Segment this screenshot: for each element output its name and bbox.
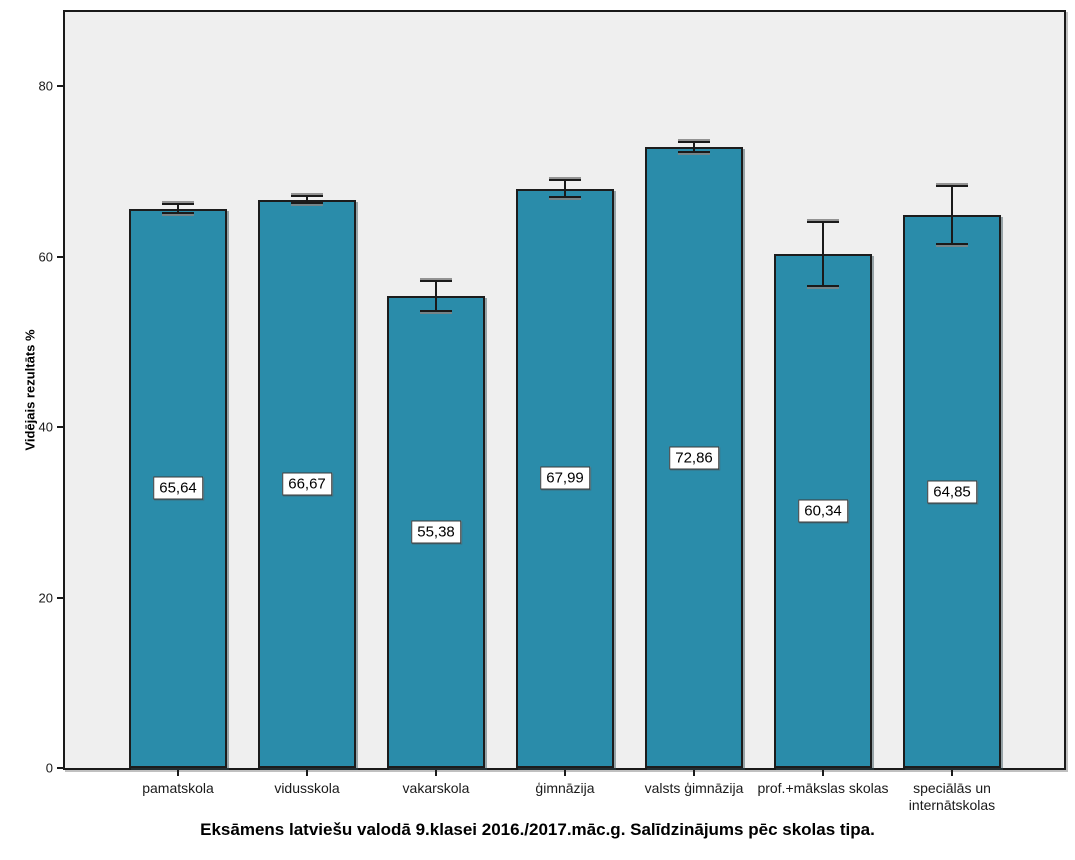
y-axis-tick [57, 255, 65, 258]
category-label-pamatskola: pamatskola [142, 780, 214, 796]
error-bar-line [435, 281, 437, 311]
error-bar-line [951, 186, 953, 245]
x-axis-tick [951, 770, 953, 776]
error-bar-cap-top [807, 220, 839, 223]
error-bar-cap-bottom [162, 211, 194, 214]
error-bar-cap-top [936, 185, 968, 188]
x-axis-tick [693, 770, 695, 776]
x-axis-tick [822, 770, 824, 776]
error-bar-cap-bottom [549, 196, 581, 199]
error-bar-line [822, 221, 824, 286]
category-label-ģimnāzija: ģimnāzija [535, 780, 595, 796]
error-bar-line [564, 179, 566, 198]
bar-value-label: 64,85 [927, 480, 977, 504]
error-bar-line [177, 204, 179, 213]
bar-value-label: 72,86 [669, 446, 719, 469]
category-label-prof.+mākslas skolas: prof.+mākslas skolas [757, 780, 889, 796]
y-tick-label: 80 [38, 78, 53, 94]
error-bar-cap-bottom [678, 151, 710, 154]
error-bar-cap-top [549, 178, 581, 181]
category-label-vidusskola: vidusskola [274, 780, 340, 796]
y-axis-tick [57, 767, 65, 769]
x-axis-tick [306, 770, 308, 776]
error-bar-cap-bottom [420, 309, 452, 312]
x-axis: pamatskola vidusskola vakarskola ģimnāzija v… [65, 770, 1064, 818]
x-axis-tick [564, 770, 566, 776]
chart-title: Eksāmens latviešu valodā 9.klasei 2016./… [200, 820, 875, 839]
bar-value-label: 60,34 [798, 499, 848, 523]
y-tick-label: 60 [38, 249, 53, 265]
bar-value-label: 55,38 [411, 520, 461, 544]
error-bar-cap-top [420, 280, 452, 283]
error-bar-cap-top [678, 140, 710, 143]
y-tick-label: 20 [38, 590, 53, 606]
y-axis-tick [57, 426, 65, 429]
error-bar-cap-bottom [291, 202, 323, 205]
x-axis-tick [177, 770, 179, 776]
y-axis-tick [57, 596, 65, 599]
x-axis-tick [435, 770, 437, 776]
error-bar-cap-bottom [807, 284, 839, 287]
y-axis-tick [57, 85, 65, 88]
bar-value-label: 67,99 [540, 466, 590, 490]
category-label-vakarskola: vakarskola [402, 780, 470, 796]
bar-value-label: 65,64 [153, 476, 203, 500]
bar-value-label: 66,67 [282, 472, 332, 496]
error-bar-cap-top [291, 195, 323, 198]
error-bar-cap-top [162, 203, 194, 206]
error-bar-cap-bottom [936, 243, 968, 246]
category-label-valsts ģimnāzija: valsts ģimnāzija [644, 780, 744, 796]
y-tick-label: 0 [45, 760, 53, 776]
error-bar-line [693, 141, 695, 153]
y-tick-label: 40 [38, 419, 53, 435]
error-bar-line [306, 196, 308, 204]
plot-area: 0 20 40 60 80 65,64 66,67 55,38 67,99 72,86 60,34… [39, 10, 1066, 776]
category-label-speciālās un internātskolas: speciālās un internātskolas [908, 780, 996, 813]
